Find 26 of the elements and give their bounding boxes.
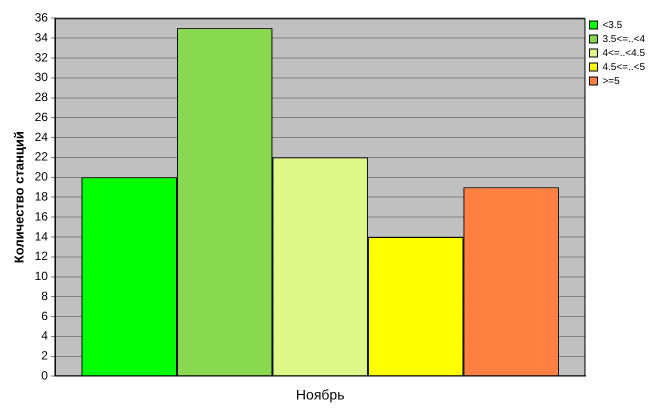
y-tick-label: 30 [34, 70, 48, 84]
y-tick-label: 4 [41, 328, 48, 343]
legend-label: >=5 [602, 76, 620, 87]
y-tick-label: 20 [34, 170, 48, 184]
y-tick-label: 18 [34, 190, 48, 204]
x-tick-label: Ноябрь [296, 386, 344, 402]
y-tick-label: 34 [34, 30, 48, 44]
y-tick-label: 10 [34, 269, 48, 284]
y-tick-label: 36 [34, 10, 48, 25]
y-tick-label: 6 [41, 308, 48, 323]
y-tick-label: 26 [34, 110, 48, 124]
y-tick-label: 16 [34, 209, 48, 224]
y-tick-label: 24 [34, 130, 48, 144]
y-tick-label: 28 [34, 90, 48, 104]
legend-label: 4<=..<4.5 [602, 48, 646, 59]
y-axis-title: Количество станций [11, 131, 26, 264]
y-tick-label: 0 [41, 368, 48, 383]
legend-label: 3.5<=..<4 [602, 34, 646, 45]
y-tick-label: 8 [41, 288, 48, 303]
y-tick-label: 32 [34, 50, 48, 64]
y-tick-label: 12 [34, 249, 48, 264]
legend-label: 4.5<=..<5 [602, 62, 646, 73]
legend-label: <3.5 [602, 20, 623, 31]
y-tick-label: 2 [41, 348, 48, 363]
y-tick-label: 14 [34, 229, 48, 244]
y-tick-label: 22 [34, 150, 48, 164]
